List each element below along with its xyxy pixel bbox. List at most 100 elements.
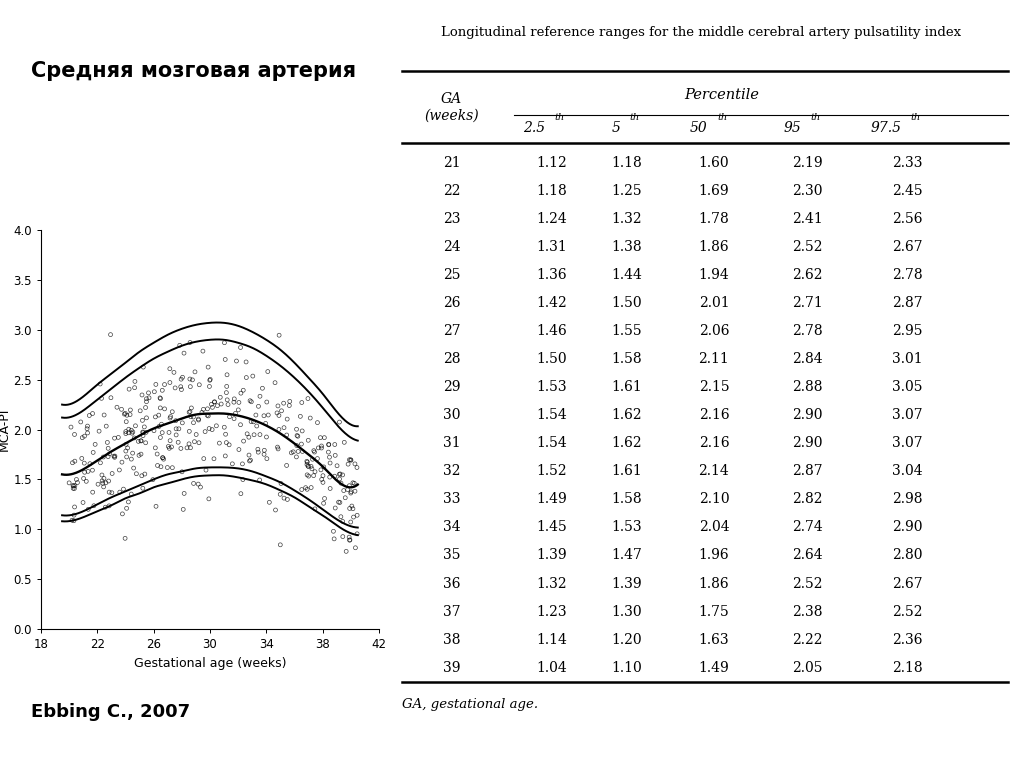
X-axis label: Gestational age (weeks): Gestational age (weeks)	[134, 657, 286, 670]
Point	[157, 403, 173, 415]
Point	[87, 438, 103, 450]
Text: 95: 95	[783, 121, 802, 135]
Point	[326, 525, 342, 538]
Point	[340, 483, 356, 495]
Point	[65, 456, 81, 469]
Point	[85, 486, 101, 499]
Point	[333, 511, 349, 523]
Point	[243, 454, 259, 466]
Point	[256, 448, 272, 460]
Point	[198, 464, 214, 476]
Point	[335, 531, 351, 543]
Point	[159, 462, 175, 474]
Point	[76, 430, 92, 443]
Point	[168, 415, 184, 427]
Point	[336, 436, 352, 449]
Point	[92, 456, 109, 469]
Text: 39: 39	[442, 660, 461, 675]
Text: 1.58: 1.58	[611, 492, 642, 506]
Point	[322, 451, 338, 463]
Point	[300, 470, 316, 482]
Point	[183, 402, 200, 414]
Point	[173, 373, 189, 385]
Point	[196, 403, 212, 416]
Point	[123, 424, 139, 436]
Point	[202, 380, 218, 393]
Point	[133, 469, 150, 482]
Point	[248, 409, 264, 421]
Point	[250, 400, 266, 413]
Text: 1.49: 1.49	[698, 660, 729, 675]
Point	[147, 378, 164, 390]
Point	[290, 446, 306, 458]
Text: 30: 30	[442, 408, 461, 422]
Point	[85, 446, 101, 459]
Text: 2.41: 2.41	[793, 212, 823, 225]
Point	[116, 408, 132, 420]
Point	[185, 477, 202, 489]
Point	[134, 389, 151, 401]
Point	[217, 449, 233, 462]
Point	[174, 466, 190, 478]
Point	[289, 439, 305, 452]
Point	[258, 431, 274, 443]
Text: 2.87: 2.87	[793, 464, 823, 479]
Text: 25: 25	[442, 268, 461, 282]
Point	[243, 396, 259, 408]
Point	[208, 420, 224, 432]
Point	[322, 471, 338, 483]
Point	[190, 414, 207, 426]
Point	[100, 475, 117, 487]
Point	[300, 393, 316, 405]
Point	[84, 407, 100, 420]
Point	[172, 380, 188, 393]
Text: 2.45: 2.45	[892, 184, 923, 198]
Text: 2.90: 2.90	[793, 436, 823, 450]
Point	[342, 534, 358, 546]
Point	[217, 428, 233, 440]
Text: Средняя мозговая артерия: Средняя мозговая артерия	[31, 61, 356, 81]
Point	[154, 418, 170, 430]
Point	[275, 397, 292, 410]
Point	[343, 454, 359, 466]
Point	[221, 439, 238, 451]
Point	[246, 429, 262, 441]
Point	[157, 378, 173, 390]
Text: 1.30: 1.30	[611, 604, 642, 618]
Point	[238, 356, 254, 368]
Point	[218, 436, 234, 449]
Text: 35: 35	[442, 548, 461, 562]
Text: 34: 34	[442, 520, 461, 535]
Point	[124, 427, 140, 439]
Point	[343, 486, 359, 498]
Text: 1.32: 1.32	[537, 577, 567, 591]
Text: Ebbing C., 2007: Ebbing C., 2007	[31, 703, 189, 721]
Point	[182, 380, 199, 393]
Text: 2.84: 2.84	[793, 352, 823, 366]
Text: 2.80: 2.80	[892, 548, 923, 562]
Point	[259, 453, 275, 465]
Point	[172, 339, 188, 351]
Point	[279, 459, 295, 472]
Point	[162, 363, 178, 375]
Point	[332, 472, 348, 485]
Text: GA, gestational age.: GA, gestational age.	[401, 698, 538, 711]
Point	[321, 438, 337, 450]
Point	[140, 387, 157, 399]
Point	[194, 407, 210, 419]
Point	[123, 488, 139, 500]
Point	[121, 426, 137, 439]
Text: 3.01: 3.01	[892, 352, 923, 366]
Point	[125, 426, 141, 438]
Text: 1.54: 1.54	[537, 436, 567, 450]
Point	[275, 422, 292, 434]
Point	[94, 469, 111, 481]
Point	[297, 482, 313, 494]
Point	[82, 458, 98, 470]
Text: 1.24: 1.24	[537, 212, 567, 225]
Point	[294, 446, 310, 458]
Point	[220, 398, 237, 410]
Point	[106, 450, 123, 463]
Point	[153, 393, 169, 405]
Point	[306, 446, 323, 458]
